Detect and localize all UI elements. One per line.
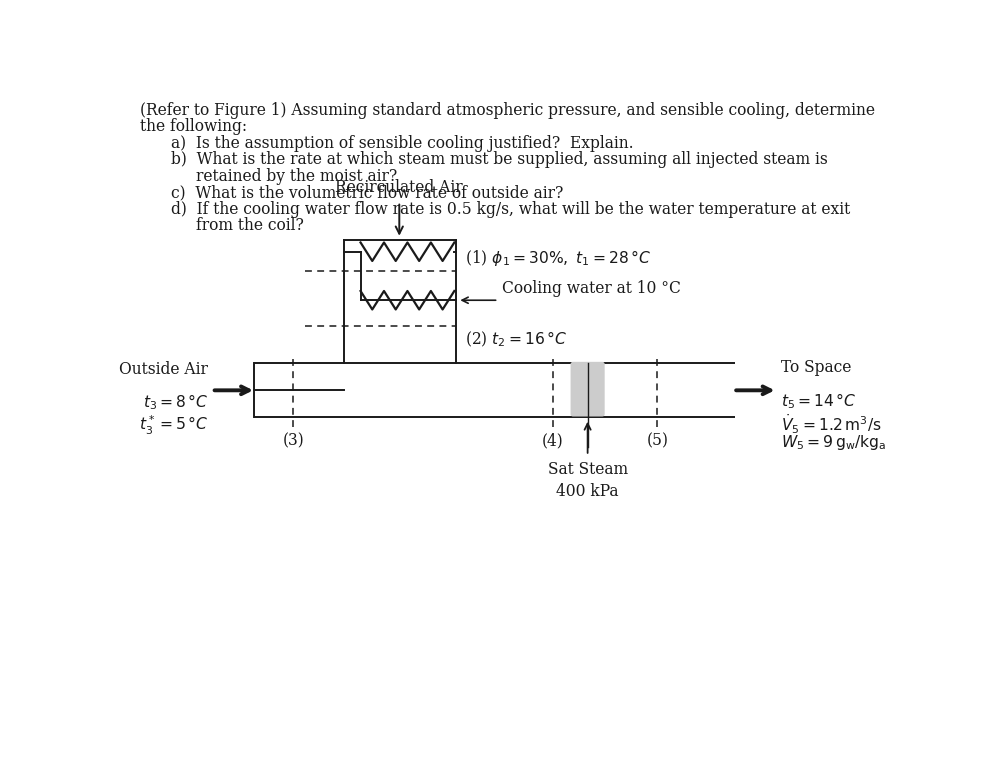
Text: (Refer to Figure 1) Assuming standard atmospheric pressure, and sensible cooling: (Refer to Figure 1) Assuming standard at… <box>139 101 875 118</box>
Text: To Space: To Space <box>782 359 852 375</box>
Text: $t_5 = 14\,°C$: $t_5 = 14\,°C$ <box>782 391 856 410</box>
Text: (4): (4) <box>542 433 564 449</box>
Text: $t_3 = 8\,°C$: $t_3 = 8\,°C$ <box>142 393 208 412</box>
Text: b)  What is the rate at which steam must be supplied, assuming all injected stea: b) What is the rate at which steam must … <box>171 151 827 168</box>
Text: from the coil?: from the coil? <box>196 217 304 234</box>
Text: Outside Air: Outside Air <box>119 361 208 378</box>
Text: a)  Is the assumption of sensible cooling justified?  Explain.: a) Is the assumption of sensible cooling… <box>171 135 634 152</box>
Text: retained by the moist air?: retained by the moist air? <box>196 168 397 185</box>
Text: Sat Steam: Sat Steam <box>547 461 628 478</box>
Text: d)  If the cooling water flow rate is 0.5 kg/s, what will be the water temperatu: d) If the cooling water flow rate is 0.5… <box>171 201 850 218</box>
Text: the following:: the following: <box>139 118 247 135</box>
Text: Cooling water at 10 °C: Cooling water at 10 °C <box>502 280 681 297</box>
Text: (5): (5) <box>646 433 668 449</box>
FancyBboxPatch shape <box>571 362 604 417</box>
Text: c)  What is the volumetric flow rate of outside air?: c) What is the volumetric flow rate of o… <box>171 185 563 201</box>
Text: (1) $\phi_1 = 30\%,\ t_1 = 28\,°C$: (1) $\phi_1 = 30\%,\ t_1 = 28\,°C$ <box>465 248 651 268</box>
Text: $\dot{V}_5 = 1.2\,\mathrm{m}^3/\mathrm{s}$: $\dot{V}_5 = 1.2\,\mathrm{m}^3/\mathrm{s… <box>782 412 882 436</box>
Text: Recirculated Air: Recirculated Air <box>336 179 463 195</box>
Text: (3): (3) <box>283 433 304 449</box>
Text: (2) $t_2 = 16\,°C$: (2) $t_2 = 16\,°C$ <box>465 330 567 349</box>
Text: 400 kPa: 400 kPa <box>556 484 619 501</box>
Text: $t_3^* = 5\,°C$: $t_3^* = 5\,°C$ <box>138 414 208 436</box>
Text: $W_5 = 9\,\mathrm{g_w/kg_a}$: $W_5 = 9\,\mathrm{g_w/kg_a}$ <box>782 433 887 452</box>
